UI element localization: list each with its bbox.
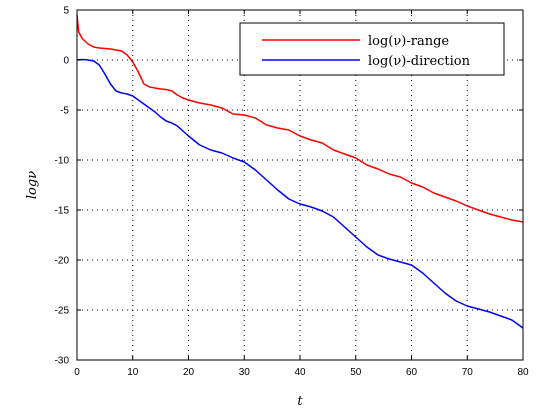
x-tick-label: 0 [74,367,80,378]
x-tick-label: 40 [294,367,306,378]
y-tick-label: -15 [55,206,70,217]
y-tick-label: -30 [55,356,70,367]
y-tick-label: 0 [63,56,69,67]
legend-box [239,22,505,76]
series-line-1 [76,58,524,329]
x-tick-label: 20 [183,367,195,378]
y-tick-label: 5 [63,6,69,17]
series-layer [76,14,524,329]
y-axis-label: logν [25,171,40,199]
x-tick-label: 50 [350,367,362,378]
x-tick-label: 80 [517,367,529,378]
x-axis-label: t [297,394,303,409]
x-tick-label: 10 [127,367,139,378]
x-tick-label: 70 [462,367,474,378]
y-tick-label: -10 [55,156,70,167]
x-tick-label: 30 [239,367,251,378]
y-tick-label: -20 [55,256,70,267]
y-tick-label: -25 [55,306,70,317]
y-tick-label: -5 [60,106,69,117]
legend-entry-range: log(ν)-range [368,34,449,49]
legend-entry-direction: log(ν)-direction [368,54,471,69]
x-tick-label: 60 [406,367,418,378]
y-tick-labels: 5 0 -5 -10 -15 -20 -25 -30 [55,6,70,367]
series-line-0 [76,14,524,223]
legend: log(ν)-range log(ν)-direction [239,22,505,76]
grid [77,10,523,360]
tick-marks [76,9,524,361]
x-tick-labels: 0 10 20 30 40 50 60 70 80 [74,367,529,378]
